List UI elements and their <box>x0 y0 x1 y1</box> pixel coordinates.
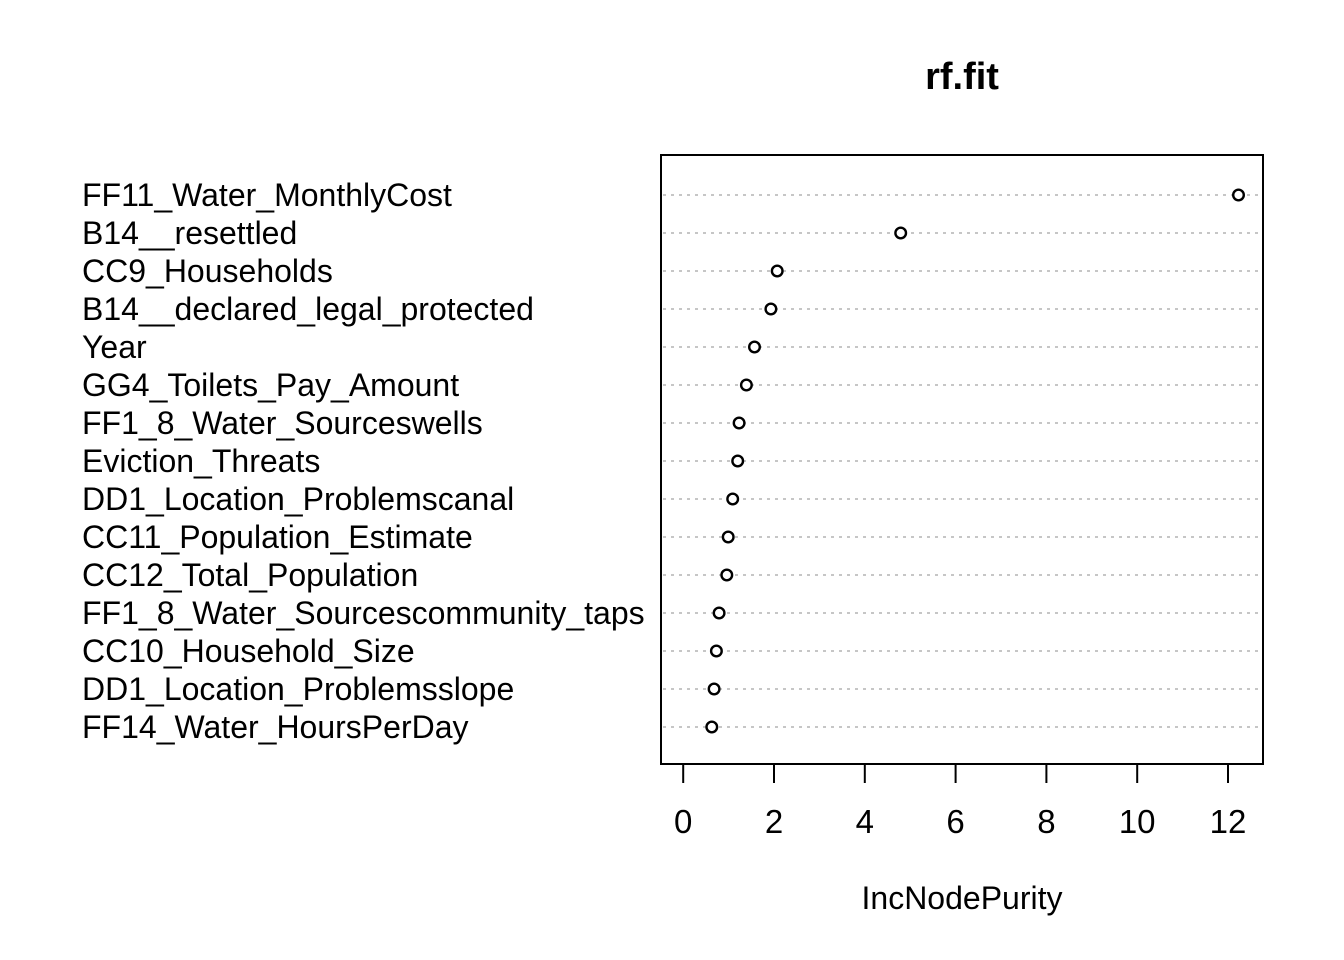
x-tick-label: 0 <box>674 803 692 840</box>
data-point <box>748 340 762 354</box>
category-label: CC9_Households <box>82 253 333 289</box>
category-label: DD1_Location_Problemsslope <box>82 671 515 707</box>
data-point <box>720 568 734 582</box>
data-point <box>726 492 740 506</box>
x-tick-label: 4 <box>856 803 874 840</box>
data-point <box>764 302 778 316</box>
category-label: B14__declared_legal_protected <box>82 291 534 327</box>
chart-title: rf.fit <box>925 56 999 98</box>
category-label: CC11_Population_Estimate <box>82 519 473 555</box>
x-tick-label: 2 <box>765 803 783 840</box>
plot-border <box>660 154 1264 765</box>
data-point <box>721 530 735 544</box>
x-tick-label: 8 <box>1037 803 1055 840</box>
category-label: FF1_8_Water_Sourcescommunity_taps <box>82 595 645 631</box>
data-point <box>739 378 753 392</box>
data-point <box>770 264 784 278</box>
category-label: FF11_Water_MonthlyCost <box>82 177 452 213</box>
x-axis-title: IncNodePurity <box>861 880 1063 916</box>
category-label: DD1_Location_Problemscanal <box>82 481 515 517</box>
category-label: GG4_Toilets_Pay_Amount <box>82 367 460 403</box>
data-point <box>709 644 723 658</box>
data-point <box>732 416 746 430</box>
data-point <box>894 226 908 240</box>
category-label: Eviction_Threats <box>82 443 321 479</box>
data-point <box>731 454 745 468</box>
x-tick-label: 12 <box>1210 803 1247 840</box>
category-label: FF14_Water_HoursPerDay <box>82 709 469 745</box>
x-tick-label: 10 <box>1119 803 1156 840</box>
category-label: B14__resettled <box>82 215 298 251</box>
data-point <box>1231 188 1245 202</box>
data-point <box>712 606 726 620</box>
category-label: CC10_Household_Size <box>82 633 415 669</box>
category-label: CC12_Total_Population <box>82 557 419 593</box>
data-point <box>705 720 719 734</box>
category-label: FF1_8_Water_Sourceswells <box>82 405 483 441</box>
category-label: Year <box>82 329 147 365</box>
x-tick-label: 6 <box>946 803 964 840</box>
data-point <box>707 682 721 696</box>
